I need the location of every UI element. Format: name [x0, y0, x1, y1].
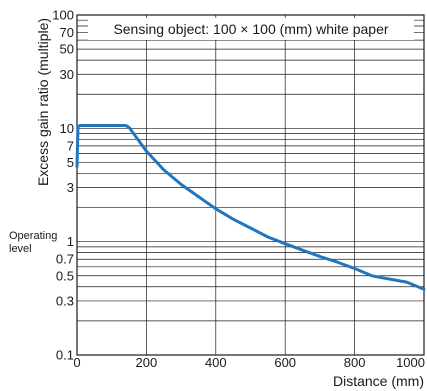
y-tick-label: 30 [60, 67, 74, 82]
y-tick-label: 100 [52, 8, 74, 23]
y-tick-label: 3 [67, 180, 74, 195]
y-axis-label: Excess gain ratio (multiple) [35, 18, 51, 186]
y-tick-label: 50 [60, 42, 74, 57]
y-tick-label: 5 [67, 155, 74, 170]
y-tick-label: 7 [67, 138, 74, 153]
grid-lines [77, 15, 424, 355]
y-tick-label: 1 [67, 234, 74, 249]
x-tick-label: 400 [205, 355, 227, 370]
x-axis-label: Distance (mm) [333, 373, 424, 389]
y-tick-label: 0.5 [56, 268, 74, 283]
y-tick-label: 0.1 [56, 348, 74, 363]
operating-level-line-2: level [9, 243, 32, 255]
x-tick-label: 800 [344, 355, 366, 370]
y-tick-label: 0.7 [56, 252, 74, 267]
chart-title: Sensing object: 100 × 100 (mm) white pap… [113, 21, 388, 37]
excess-gain-curve [75, 124, 426, 291]
x-tick-label: 0 [73, 355, 80, 370]
y-tick-label: 0.3 [56, 293, 74, 308]
x-tick-label: 1000 [396, 355, 425, 370]
x-tick-label: 600 [274, 355, 296, 370]
plot-line-layer [75, 124, 426, 291]
operating-level-annotation: Operating level [9, 230, 60, 255]
y-tick-label: 10 [60, 121, 74, 136]
y-tick-label: 70 [60, 25, 74, 40]
title-background [88, 18, 414, 40]
x-tick-label: 200 [136, 355, 158, 370]
plot-frame [76, 14, 425, 356]
operating-level-line-1: Operating [9, 230, 57, 242]
